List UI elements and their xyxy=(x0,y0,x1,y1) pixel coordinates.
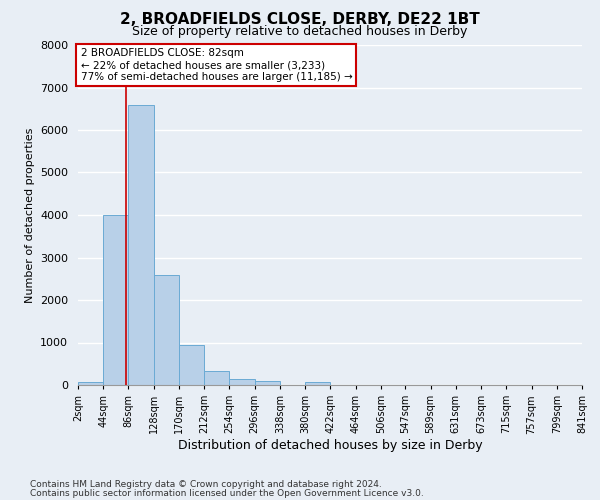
Text: Contains public sector information licensed under the Open Government Licence v3: Contains public sector information licen… xyxy=(30,489,424,498)
Bar xyxy=(154,274,179,385)
Text: Contains HM Land Registry data © Crown copyright and database right 2024.: Contains HM Land Registry data © Crown c… xyxy=(30,480,382,489)
Bar xyxy=(179,344,204,385)
Text: Size of property relative to detached houses in Derby: Size of property relative to detached ho… xyxy=(133,25,467,38)
Text: 2, BROADFIELDS CLOSE, DERBY, DE22 1BT: 2, BROADFIELDS CLOSE, DERBY, DE22 1BT xyxy=(120,12,480,28)
Y-axis label: Number of detached properties: Number of detached properties xyxy=(25,128,35,302)
Bar xyxy=(254,381,280,385)
Bar xyxy=(103,215,128,385)
Bar xyxy=(305,382,331,385)
Bar xyxy=(128,104,154,385)
Text: 2 BROADFIELDS CLOSE: 82sqm
← 22% of detached houses are smaller (3,233)
77% of s: 2 BROADFIELDS CLOSE: 82sqm ← 22% of deta… xyxy=(80,48,352,82)
X-axis label: Distribution of detached houses by size in Derby: Distribution of detached houses by size … xyxy=(178,439,482,452)
Bar xyxy=(78,382,103,385)
Bar xyxy=(204,371,229,385)
Bar xyxy=(229,380,254,385)
